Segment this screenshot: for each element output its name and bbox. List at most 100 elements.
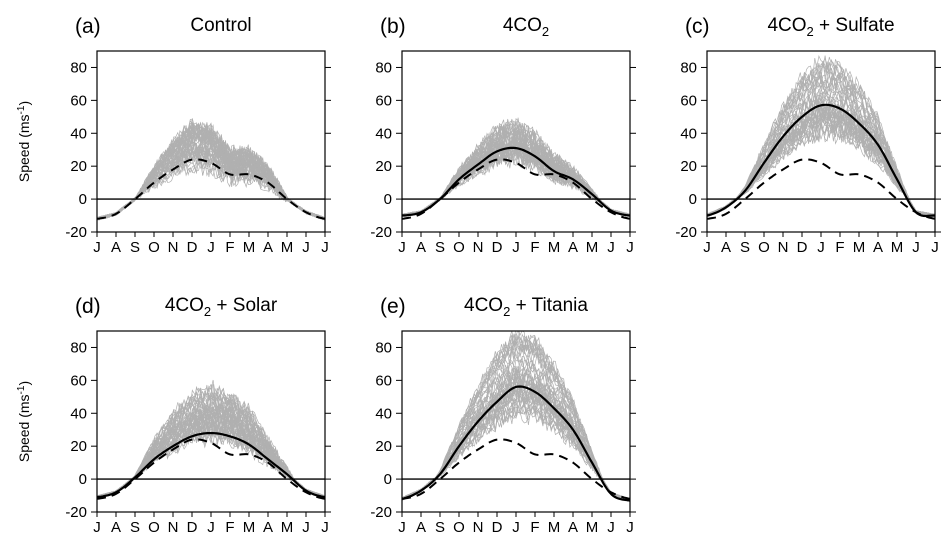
ensemble-member-line: [97, 126, 325, 221]
x-tick-label: A: [568, 519, 578, 536]
x-tick-label: J: [398, 519, 406, 536]
x-tick-label: D: [492, 239, 503, 256]
y-tick-label: 40: [375, 125, 392, 142]
x-tick-label: J: [93, 519, 101, 536]
y-tick-label: 0: [689, 191, 697, 208]
ensemble-member-line: [97, 140, 325, 221]
ensemble-members: [707, 54, 935, 218]
x-tick-label: A: [416, 239, 426, 256]
y-tick-label: -20: [65, 504, 87, 521]
x-tick-label: S: [740, 239, 750, 256]
x-tick-label: A: [263, 239, 273, 256]
y-axis-label: Speed (ms-1): [16, 101, 32, 182]
x-tick-label: A: [873, 239, 883, 256]
x-tick-label: M: [586, 519, 599, 536]
y-tick-label: 0: [79, 471, 87, 488]
x-tick-label: A: [416, 519, 426, 536]
x-tick-label: M: [281, 519, 294, 536]
ensemble-member-line: [402, 405, 630, 501]
y-tick-label: -20: [675, 224, 697, 241]
main-series-line: [402, 146, 630, 217]
x-tick-label: D: [187, 519, 198, 536]
ensemble-member-line: [97, 158, 325, 221]
x-tick-label: A: [111, 239, 121, 256]
ensemble-member-line: [402, 402, 630, 501]
y-tick-label: 80: [70, 339, 87, 356]
x-tick-label: J: [512, 519, 520, 536]
y-tick-label: 0: [79, 191, 87, 208]
x-tick-label: J: [607, 239, 615, 256]
x-tick-label: N: [168, 519, 179, 536]
panel-label: (a): [75, 15, 101, 38]
y-tick-label: 80: [680, 59, 697, 76]
x-tick-label: D: [797, 239, 808, 256]
ensemble-member-line: [707, 114, 935, 217]
y-tick-label: 60: [375, 372, 392, 389]
x-tick-label: M: [243, 519, 256, 536]
ensemble-member-line: [97, 159, 325, 221]
y-tick-label: 60: [70, 92, 87, 109]
x-tick-label: M: [548, 239, 561, 256]
x-tick-label: A: [263, 519, 273, 536]
ensemble-member-line: [402, 343, 630, 502]
panel-label: (e): [380, 295, 406, 318]
panel-title: 4CO2 + Titania: [464, 295, 588, 319]
x-tick-label: J: [607, 519, 615, 536]
panel-label: (c): [685, 15, 710, 38]
ensemble-member-line: [402, 392, 630, 501]
ensemble-member-line: [97, 429, 325, 499]
x-tick-label: J: [302, 519, 310, 536]
y-tick-label: -20: [65, 224, 87, 241]
ensemble-member-line: [707, 62, 935, 216]
y-tick-label: 80: [70, 59, 87, 76]
ensemble-member-line: [402, 151, 630, 218]
x-tick-label: N: [473, 519, 484, 536]
main-series-line: [707, 103, 935, 218]
x-tick-label: O: [148, 239, 160, 256]
x-tick-label: D: [492, 519, 503, 536]
ensemble-member-line: [402, 399, 630, 501]
x-tick-label: J: [93, 239, 101, 256]
x-tick-label: D: [187, 239, 198, 256]
y-axis-label: Speed (ms-1): [16, 381, 32, 462]
x-tick-label: J: [703, 239, 711, 256]
x-tick-label: O: [758, 239, 770, 256]
x-tick-label: J: [321, 239, 329, 256]
x-tick-label: S: [435, 239, 445, 256]
control-series-line: [97, 438, 325, 500]
x-tick-label: J: [817, 239, 825, 256]
x-tick-label: M: [853, 239, 866, 256]
ensemble-member-line: [97, 136, 325, 221]
x-tick-label: S: [130, 239, 140, 256]
ensemble-member-line: [707, 124, 935, 217]
y-tick-label: 20: [680, 158, 697, 175]
x-tick-label: A: [111, 519, 121, 536]
ensemble-member-line: [402, 143, 630, 217]
y-tick-label: 40: [70, 125, 87, 142]
x-tick-label: M: [586, 239, 599, 256]
ensemble-member-line: [402, 368, 630, 501]
panel-label: (d): [75, 295, 101, 318]
x-tick-label: J: [626, 239, 634, 256]
x-tick-label: S: [130, 519, 140, 536]
y-tick-label: 20: [375, 438, 392, 455]
ensemble-member-line: [97, 158, 325, 221]
x-tick-label: S: [435, 519, 445, 536]
y-tick-label: 0: [384, 191, 392, 208]
panel-title: Control: [190, 15, 251, 36]
x-tick-label: J: [912, 239, 920, 256]
ensemble-member-line: [402, 404, 630, 502]
ensemble-member-line: [97, 418, 325, 499]
x-tick-label: M: [243, 239, 256, 256]
x-tick-label: O: [148, 519, 160, 536]
x-tick-label: J: [626, 519, 634, 536]
y-tick-label: 60: [680, 92, 697, 109]
ensemble-member-line: [97, 139, 325, 221]
y-tick-label: 80: [375, 59, 392, 76]
x-tick-label: J: [321, 519, 329, 536]
